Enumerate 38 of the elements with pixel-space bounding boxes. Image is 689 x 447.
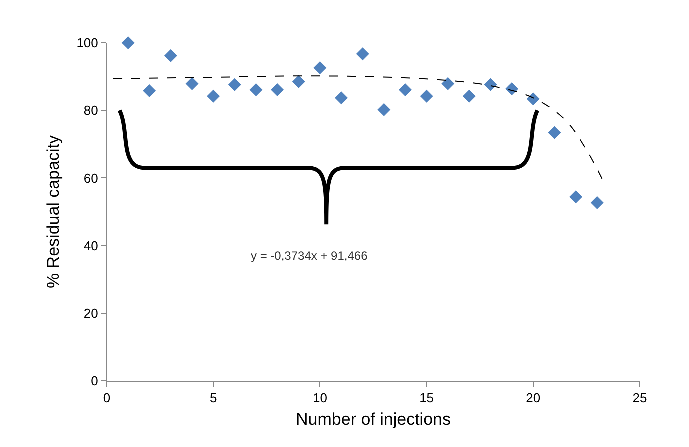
y-tick-label: 20 (84, 306, 98, 321)
point (590, 196, 604, 210)
y-axis-title: % Residual capacity (44, 134, 64, 289)
x-tick-label: 0 (103, 390, 111, 406)
x-axis-title: Number of injections (296, 410, 451, 429)
point (442, 77, 455, 90)
y-tick-label: 0 (91, 374, 98, 389)
point (484, 78, 498, 92)
x-tick-label: 25 (632, 390, 648, 406)
point (335, 92, 348, 105)
x-tick-label: 15 (420, 390, 434, 406)
point (548, 126, 562, 140)
point (122, 36, 135, 50)
point (228, 78, 242, 92)
x-tick-label: 5 (210, 390, 218, 406)
x-tick-label: 10 (312, 390, 328, 406)
point (398, 83, 412, 96)
y-tick-label: 80 (84, 103, 98, 118)
point (356, 48, 370, 61)
point (526, 92, 540, 106)
point (570, 190, 583, 204)
y-tick-label: 100 (76, 36, 98, 51)
point (506, 82, 519, 96)
point (314, 62, 327, 75)
point (271, 83, 284, 96)
point (207, 90, 220, 103)
point (186, 77, 199, 90)
y-tick-label: 60 (84, 170, 98, 186)
point (250, 83, 263, 96)
point (143, 84, 156, 98)
point (164, 49, 178, 62)
point (292, 75, 306, 88)
y-tick-label: 40 (84, 238, 98, 254)
point (462, 90, 476, 103)
x-tick-label: 20 (526, 390, 541, 406)
annotation: y = -0,3734x + 91,466 (251, 249, 368, 263)
point (420, 90, 434, 103)
point (378, 103, 391, 116)
